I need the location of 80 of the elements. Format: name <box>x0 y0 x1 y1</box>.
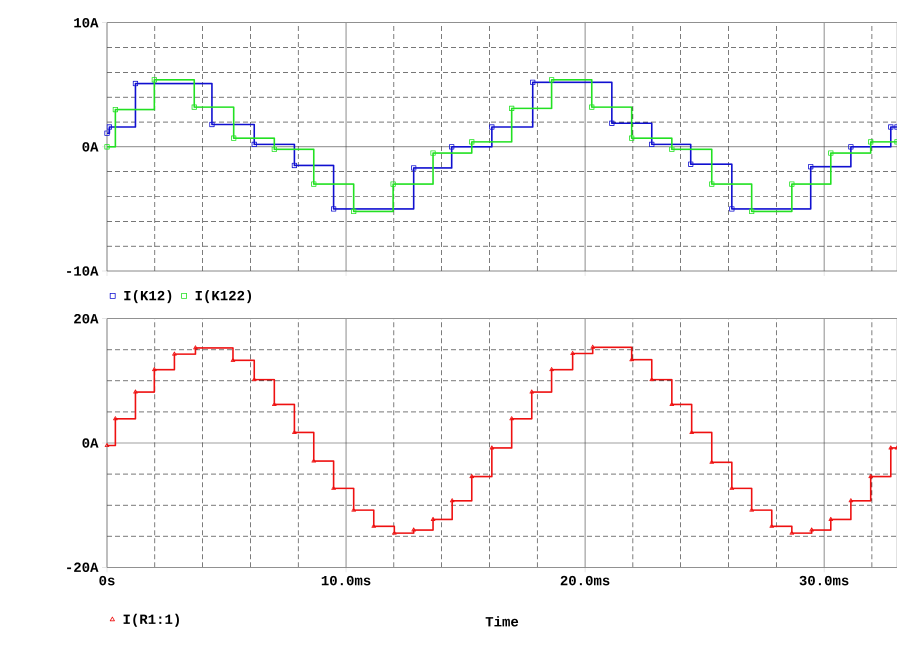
point <box>848 498 854 502</box>
point <box>570 350 575 356</box>
point <box>868 474 874 478</box>
point <box>469 139 474 144</box>
point <box>450 498 454 502</box>
point <box>790 530 794 535</box>
point <box>808 164 814 170</box>
point <box>152 367 157 372</box>
point <box>688 162 694 167</box>
x-tick-label: 10.0ms <box>322 576 370 586</box>
point <box>231 136 236 141</box>
point <box>132 80 138 86</box>
y-tick-label: 0A <box>82 438 98 448</box>
point <box>331 486 336 490</box>
point <box>390 182 396 187</box>
point <box>392 530 397 535</box>
point <box>789 182 794 187</box>
point <box>430 150 436 156</box>
point <box>292 430 297 434</box>
point <box>106 124 112 130</box>
point <box>104 130 110 136</box>
point <box>193 345 198 350</box>
point <box>888 124 894 130</box>
point <box>549 367 554 372</box>
point <box>209 122 215 128</box>
point <box>311 182 316 187</box>
point <box>749 508 754 512</box>
point <box>489 124 494 130</box>
y-tick-label: 20A <box>74 314 98 324</box>
point <box>888 445 894 450</box>
point <box>469 474 474 478</box>
point <box>152 77 157 82</box>
point <box>449 144 454 150</box>
point <box>590 344 596 349</box>
x-tick-label: 0s <box>99 576 115 586</box>
point <box>351 508 356 512</box>
point <box>509 106 514 111</box>
legend-label: I(K12) <box>124 290 172 304</box>
point <box>509 416 514 420</box>
point <box>104 144 110 150</box>
point <box>351 208 356 214</box>
legend-label: I(K122) <box>196 290 252 304</box>
point <box>809 527 814 532</box>
y-tick-label: -20A <box>67 562 98 572</box>
point <box>669 146 674 152</box>
x-tick-label: 20.0ms <box>560 576 610 586</box>
point <box>430 516 436 521</box>
point <box>589 104 594 110</box>
y-tick-label: 0A <box>82 142 98 152</box>
legend-label: I(R1:1) <box>124 614 179 627</box>
point <box>848 144 854 150</box>
y-tick-label: -10A <box>67 266 98 276</box>
point <box>112 107 118 112</box>
point <box>192 104 197 110</box>
point <box>292 162 298 168</box>
point <box>828 150 834 156</box>
point <box>272 146 277 152</box>
point <box>411 527 416 532</box>
point <box>868 139 874 144</box>
point <box>549 77 554 82</box>
point <box>709 182 714 187</box>
x-tick-label: 30.0ms <box>800 576 848 586</box>
point <box>609 120 614 126</box>
point <box>113 416 118 420</box>
point <box>411 165 416 171</box>
point <box>133 389 138 394</box>
point <box>649 142 654 147</box>
x-axis-title: Time <box>486 616 518 626</box>
y-tick-label: 10A <box>74 18 98 28</box>
point <box>749 208 754 214</box>
point <box>629 136 634 141</box>
point <box>529 389 534 394</box>
point <box>331 206 336 212</box>
point <box>172 352 177 356</box>
point <box>530 80 536 85</box>
point <box>490 445 494 450</box>
point <box>729 206 734 212</box>
point <box>230 358 236 362</box>
point <box>828 516 834 521</box>
point <box>252 142 257 147</box>
